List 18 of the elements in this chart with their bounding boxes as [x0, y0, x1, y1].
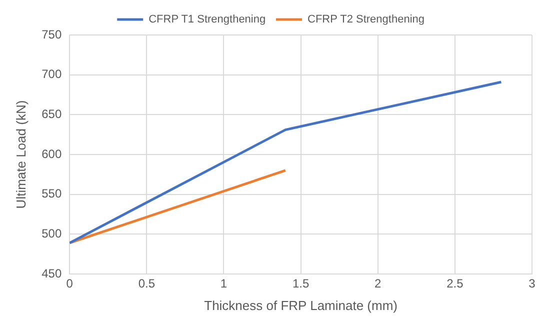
- y-tick-label: 600: [42, 146, 62, 161]
- y-axis-title: Ultimate Load (kN): [13, 100, 28, 209]
- x-tick-label: 0: [66, 276, 74, 291]
- x-tick-label: 0.5: [138, 276, 156, 291]
- x-axis-title: Thickness of FRP Laminate (mm): [204, 298, 398, 313]
- y-tick-label: 700: [42, 67, 62, 82]
- y-tick-label: 550: [42, 186, 62, 201]
- y-tick-label: 500: [42, 226, 62, 240]
- x-tick-label: 2: [374, 276, 382, 291]
- x-tick-label: 2.5: [446, 276, 464, 291]
- x-tick-label: 1: [220, 276, 228, 291]
- x-tick-label: 3: [528, 276, 536, 291]
- x-tick-label: 1.5: [292, 276, 310, 291]
- y-tick-label: 650: [42, 106, 62, 121]
- legend-label: CFRP T2 Strengthening: [308, 14, 424, 26]
- y-tick-label: 750: [42, 27, 62, 42]
- legend-label: CFRP T1 Strengthening: [148, 14, 266, 26]
- y-tick-label: 450: [42, 266, 62, 280]
